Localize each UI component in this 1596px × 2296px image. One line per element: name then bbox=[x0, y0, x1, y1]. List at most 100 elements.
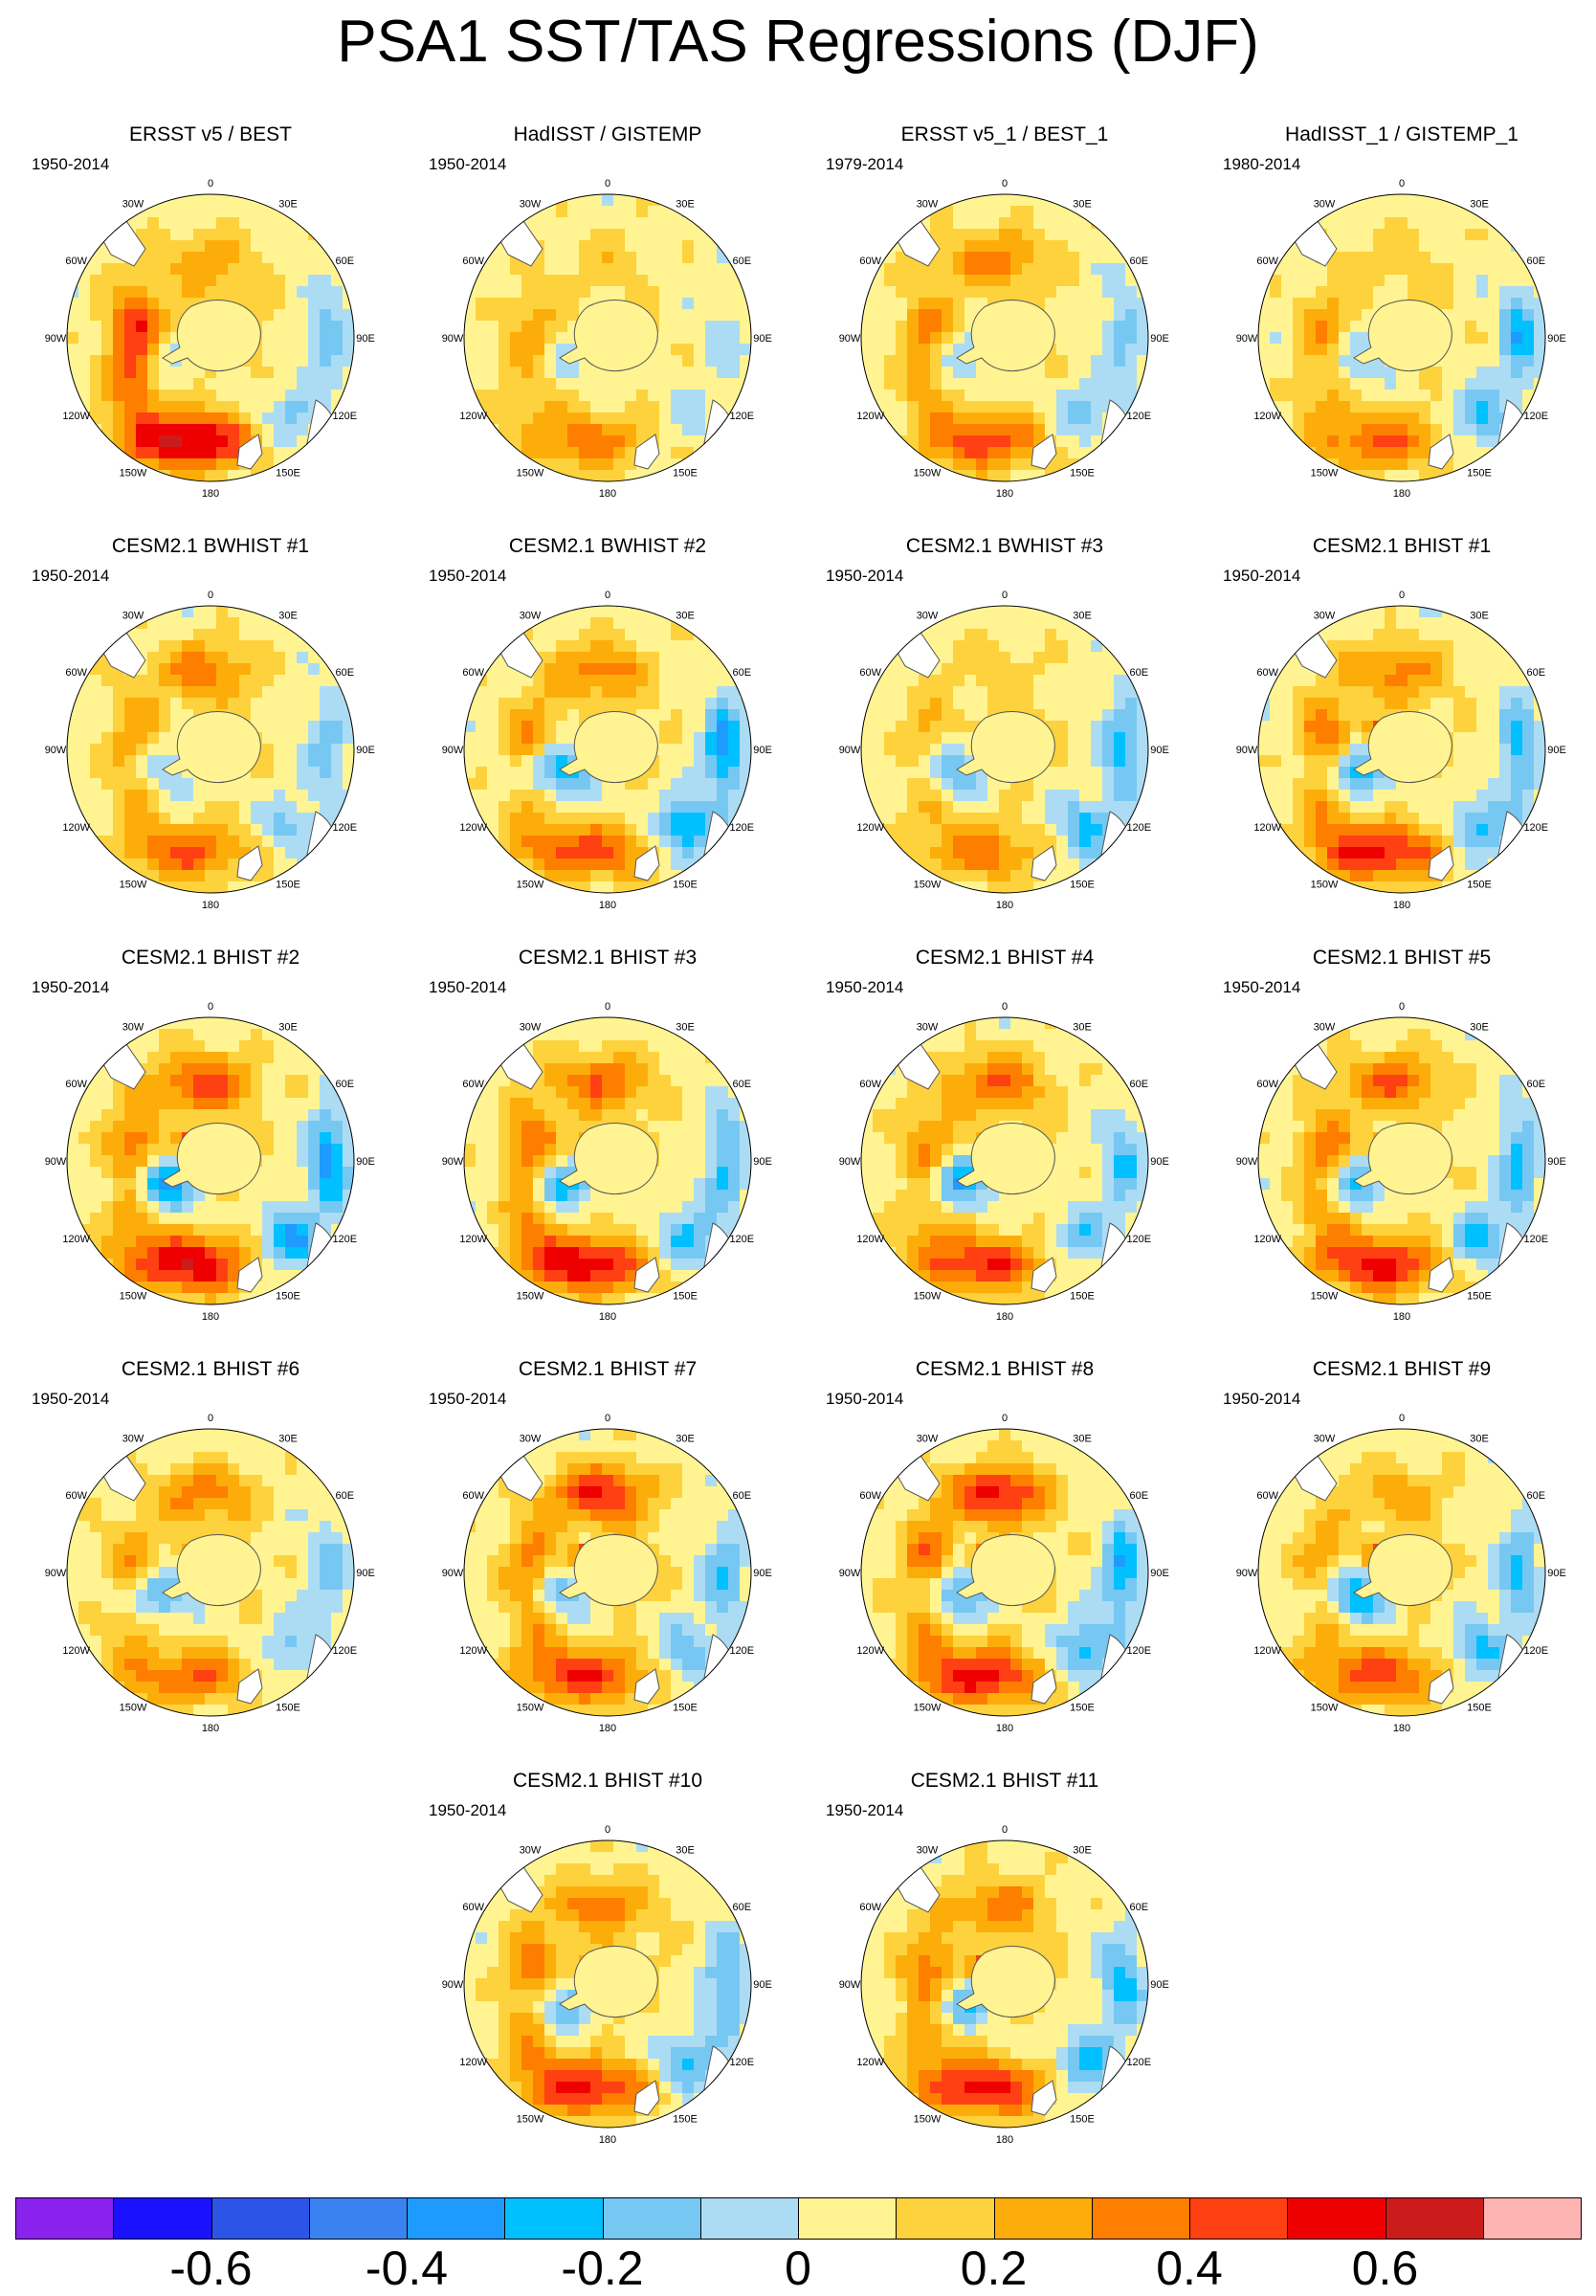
longitude-label: 90E bbox=[1150, 745, 1169, 756]
longitude-label: 150W bbox=[517, 1702, 544, 1713]
longitude-label: 120E bbox=[332, 822, 357, 834]
longitude-label: 30W bbox=[520, 1434, 542, 1445]
polar-map: 0 30E 60E 90E 120E 150E 180 150W 120W 90W 60W 30W bbox=[442, 178, 772, 500]
map-panel: CESM2.1 BHIST #11 1950-2014 0 30E 60E 90E 120E… bbox=[823, 1769, 1186, 2171]
longitude-label: 120W bbox=[1253, 1645, 1281, 1657]
map-boundary bbox=[1257, 1016, 1546, 1305]
longitude-label: 30W bbox=[520, 199, 542, 211]
longitude-label: 90E bbox=[356, 1568, 375, 1579]
panel-title: CESM2.1 BWHIST #2 bbox=[508, 535, 707, 557]
new-zealand-landmass bbox=[633, 845, 660, 881]
longitude-label: 90E bbox=[753, 1568, 772, 1579]
longitude-label: 150E bbox=[1467, 467, 1492, 479]
longitude-label: 60E bbox=[733, 1902, 752, 1913]
longitude-label: 30E bbox=[278, 1434, 298, 1445]
longitude-label: 30W bbox=[1314, 1022, 1336, 1034]
longitude-label: 180 bbox=[599, 488, 616, 500]
longitude-label: 30W bbox=[122, 1434, 144, 1445]
longitude-label: 150W bbox=[914, 1290, 942, 1302]
new-zealand-landmass bbox=[1031, 2080, 1057, 2116]
colorbar-tick-label: -0.2 bbox=[561, 2241, 644, 2295]
colorbar-swatch bbox=[15, 2197, 115, 2240]
longitude-label: 150W bbox=[1311, 879, 1339, 890]
antarctica-coastline bbox=[956, 1946, 1055, 2017]
longitude-label: 150W bbox=[517, 879, 544, 890]
longitude-label: 150E bbox=[1467, 879, 1492, 890]
longitude-label: 90W bbox=[442, 333, 464, 345]
longitude-label: 60E bbox=[1130, 1079, 1149, 1090]
longitude-label: 90E bbox=[1547, 1568, 1566, 1579]
longitude-label: 150W bbox=[914, 1702, 942, 1713]
longitude-label: 0 bbox=[208, 1001, 213, 1013]
map-boundary bbox=[860, 1428, 1149, 1717]
longitude-label: 30W bbox=[122, 199, 144, 211]
longitude-label: 180 bbox=[1393, 900, 1410, 911]
longitude-label: 120E bbox=[1126, 2057, 1151, 2068]
polar-map: 0 30E 60E 90E 120E 150E 180 150W 120W 90W 60W 30W bbox=[1236, 178, 1566, 500]
longitude-label: 60E bbox=[336, 1490, 355, 1502]
longitude-label: 150E bbox=[1070, 2113, 1095, 2125]
map-boundary bbox=[860, 1016, 1149, 1305]
polar-map: 0 30E 60E 90E 120E 150E 180 150W 120W 90W 60W 30W bbox=[1236, 590, 1566, 911]
longitude-label: 30E bbox=[1470, 1434, 1489, 1445]
longitude-label: 90E bbox=[753, 745, 772, 756]
map-panel: CESM2.1 BHIST #10 1950-2014 0 30E 60E 90E 120E… bbox=[426, 1769, 789, 2171]
map-panel: CESM2.1 BWHIST #2 1950-2014 0 30E 60E 90E 120E… bbox=[426, 534, 789, 936]
new-zealand-landmass bbox=[1031, 845, 1057, 881]
longitude-label: 30W bbox=[520, 1845, 542, 1857]
panel-title: CESM2.1 BHIST #11 bbox=[910, 1770, 1099, 1792]
longitude-label: 0 bbox=[208, 590, 213, 601]
longitude-label: 150E bbox=[1070, 879, 1095, 890]
polar-map: 0 30E 60E 90E 120E 150E 180 150W 120W 90W 60W 30W bbox=[45, 1413, 375, 1734]
longitude-label: 60E bbox=[733, 1079, 752, 1090]
antarctica-coastline bbox=[162, 300, 261, 371]
longitude-label: 0 bbox=[1002, 1824, 1008, 1836]
longitude-label: 60W bbox=[1256, 1490, 1278, 1502]
longitude-label: 0 bbox=[1399, 590, 1405, 601]
longitude-label: 60E bbox=[336, 1079, 355, 1090]
longitude-label: 60E bbox=[733, 256, 752, 267]
new-zealand-landmass bbox=[633, 434, 660, 470]
longitude-label: 30E bbox=[676, 1434, 695, 1445]
polar-map: 0 30E 60E 90E 120E 150E 180 150W 120W 90W 60W 30W bbox=[839, 1413, 1169, 1734]
longitude-label: 90W bbox=[1236, 745, 1258, 756]
colorbar-swatch bbox=[699, 2197, 799, 2240]
longitude-label: 60E bbox=[1527, 667, 1546, 679]
longitude-label: 180 bbox=[202, 488, 219, 500]
panel-years: 1950-2014 bbox=[826, 978, 904, 996]
new-zealand-landmass bbox=[1031, 434, 1057, 470]
longitude-label: 120W bbox=[1253, 1234, 1281, 1245]
colorbar-tick-label: -0.6 bbox=[169, 2241, 253, 2295]
longitude-label: 60W bbox=[859, 667, 881, 679]
longitude-label: 120E bbox=[1126, 1234, 1151, 1245]
longitude-label: 90E bbox=[356, 333, 375, 345]
antarctica-coastline bbox=[559, 1123, 658, 1194]
colorbar bbox=[15, 2197, 1582, 2241]
longitude-label: 60W bbox=[462, 667, 484, 679]
longitude-label: 150E bbox=[673, 1290, 698, 1302]
longitude-label: 30W bbox=[917, 1022, 939, 1034]
longitude-label: 0 bbox=[605, 178, 610, 189]
antarctica-coastline bbox=[559, 1534, 658, 1606]
longitude-label: 120E bbox=[1126, 411, 1151, 422]
longitude-label: 90E bbox=[1150, 1979, 1169, 1991]
longitude-label: 90E bbox=[1150, 1156, 1169, 1168]
antarctica-coastline bbox=[956, 711, 1055, 783]
longitude-label: 0 bbox=[605, 1001, 610, 1013]
longitude-label: 90E bbox=[753, 333, 772, 345]
colorbar-swatch bbox=[308, 2197, 408, 2240]
longitude-label: 180 bbox=[599, 2134, 616, 2146]
longitude-label: 30E bbox=[1073, 1434, 1092, 1445]
map-panel: CESM2.1 BHIST #6 1950-2014 0 30E 60E 90E 120E 1… bbox=[29, 1357, 392, 1759]
longitude-label: 90E bbox=[1547, 1156, 1566, 1168]
polar-map: 0 30E 60E 90E 120E 150E 180 150W 120W 90W 60W 30W bbox=[45, 1001, 375, 1323]
colorbar-labels: -0.6 -0.4 -0.2 0 0.2 0.4 0.6 bbox=[15, 2242, 1581, 2296]
longitude-label: 0 bbox=[605, 590, 610, 601]
longitude-label: 120W bbox=[62, 1234, 90, 1245]
longitude-label: 180 bbox=[996, 488, 1013, 500]
longitude-label: 30W bbox=[122, 1022, 144, 1034]
antarctica-coastline bbox=[1353, 1534, 1452, 1606]
longitude-label: 180 bbox=[202, 1723, 219, 1734]
map-boundary bbox=[860, 605, 1149, 894]
longitude-label: 120E bbox=[729, 1234, 754, 1245]
